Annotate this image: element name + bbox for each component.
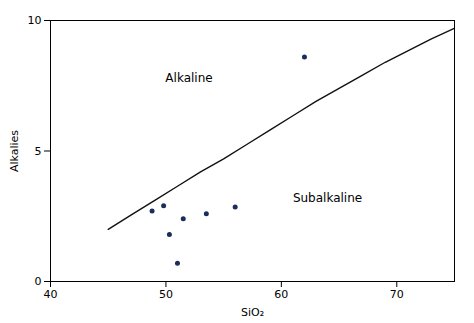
svg-text:Alkaline: Alkaline [165, 71, 212, 85]
svg-text:60: 60 [274, 288, 288, 301]
svg-text:0: 0 [35, 275, 42, 288]
svg-text:SiO₂: SiO₂ [241, 306, 264, 319]
svg-text:Alkalies: Alkalies [8, 130, 21, 172]
svg-text:Subalkaline: Subalkaline [293, 191, 362, 205]
svg-text:50: 50 [159, 288, 173, 301]
svg-text:5: 5 [35, 145, 42, 158]
svg-text:10: 10 [28, 14, 42, 27]
svg-text:40: 40 [44, 288, 58, 301]
svg-text:70: 70 [390, 288, 404, 301]
